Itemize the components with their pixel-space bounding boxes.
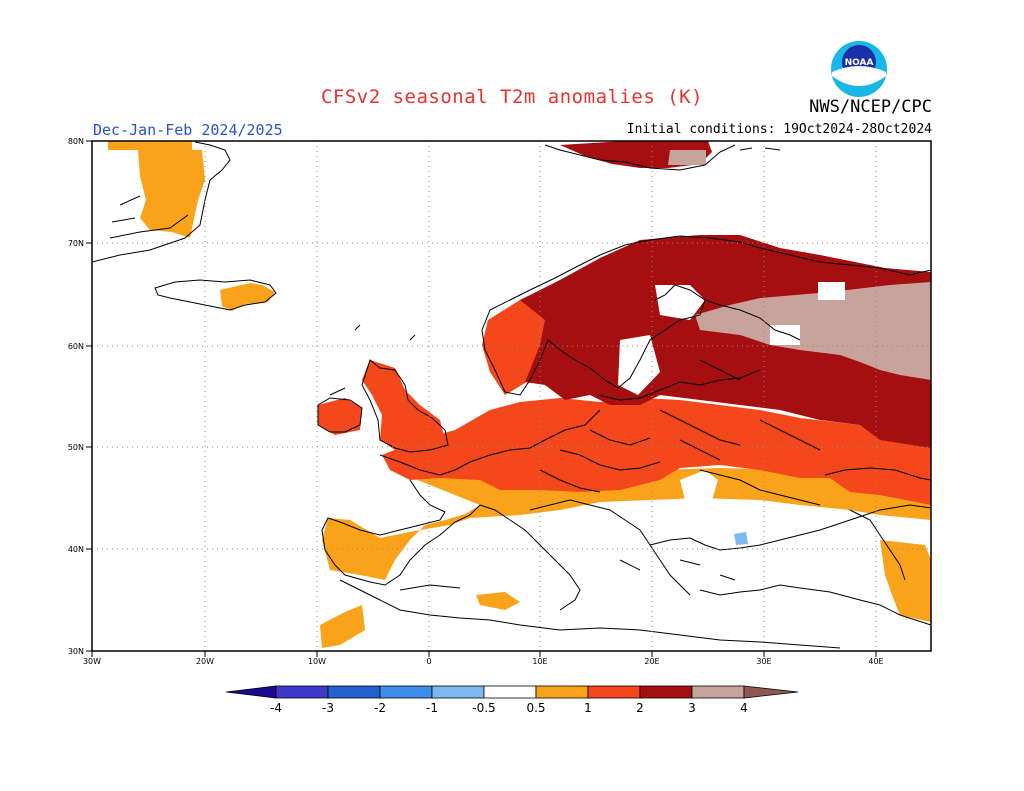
colorbar-seg-neg2-neg1 <box>379 685 433 699</box>
season-label: Dec-Jan-Feb 2024/2025 <box>93 121 283 139</box>
colorbar-seg-05-1 <box>535 685 589 699</box>
colorbar-seg-neutral <box>483 685 537 699</box>
map-title: CFSv2 seasonal T2m anomalies (K) <box>320 86 704 108</box>
logo-text: NOAA <box>845 58 874 68</box>
central-europe-anomaly <box>382 398 931 505</box>
grid-lines <box>92 141 931 651</box>
iceland-anomaly <box>220 283 275 311</box>
cb-label-neg05: -0.5 <box>472 701 495 715</box>
lat-label-50n: 50N <box>68 443 84 452</box>
lon-label-30e: 30E <box>756 657 771 666</box>
lon-label-20w: 20W <box>196 657 214 666</box>
colorbar <box>225 685 799 699</box>
map-frame <box>91 140 932 652</box>
lon-label-30w: 30W <box>83 657 101 666</box>
cb-label-3: 3 <box>688 701 696 715</box>
lon-label-40e: 40E <box>868 657 883 666</box>
noaa-logo: NOAA <box>831 41 887 97</box>
uk-anomaly <box>362 360 446 455</box>
southern-europe-anomaly <box>322 468 931 580</box>
greenland-anomaly <box>108 141 205 238</box>
colorbar-seg-3-4 <box>691 685 745 699</box>
russia-anomaly <box>695 282 931 380</box>
lon-label-10w: 10W <box>308 657 326 666</box>
cb-label-neg4: -4 <box>270 701 282 715</box>
colorbar-seg-1-2 <box>587 685 641 699</box>
lat-label-30n: 30N <box>68 647 84 656</box>
lat-label-40n: 40N <box>68 545 84 554</box>
blue-patch <box>734 532 748 545</box>
cb-label-neg1: -1 <box>426 701 438 715</box>
agency-label: NWS/NCEP/CPC <box>809 97 932 117</box>
colorbar-labels: -4 -3 -2 -1 -0.5 0.5 1 2 3 4 <box>270 701 748 715</box>
lon-label-10e: 10E <box>532 657 547 666</box>
initial-conditions-label: Initial conditions: 19Oct2024-28Oct2024 <box>626 122 932 137</box>
colorbar-arrow-low <box>225 685 277 699</box>
cb-label-neg2: -2 <box>374 701 386 715</box>
lat-label-60n: 60N <box>68 342 84 351</box>
cb-label-4: 4 <box>740 701 748 715</box>
cb-label-05: 0.5 <box>526 701 545 715</box>
lat-label-70n: 70N <box>68 239 84 248</box>
colorbar-seg-neg3-neg2 <box>327 685 381 699</box>
colorbar-seg-2-3 <box>639 685 693 699</box>
cb-label-1: 1 <box>584 701 592 715</box>
colorbar-seg-neg4-neg3 <box>275 685 329 699</box>
cb-label-2: 2 <box>636 701 644 715</box>
lon-label-0: 0 <box>426 657 431 666</box>
colorbar-seg-neg1-neg05 <box>431 685 485 699</box>
colorbar-arrow-high <box>743 685 799 699</box>
lat-label-80n: 80N <box>68 137 84 146</box>
anomaly-fields <box>108 141 931 648</box>
coastlines <box>92 141 931 649</box>
cb-label-neg3: -3 <box>322 701 334 715</box>
lon-label-20e: 20E <box>644 657 659 666</box>
